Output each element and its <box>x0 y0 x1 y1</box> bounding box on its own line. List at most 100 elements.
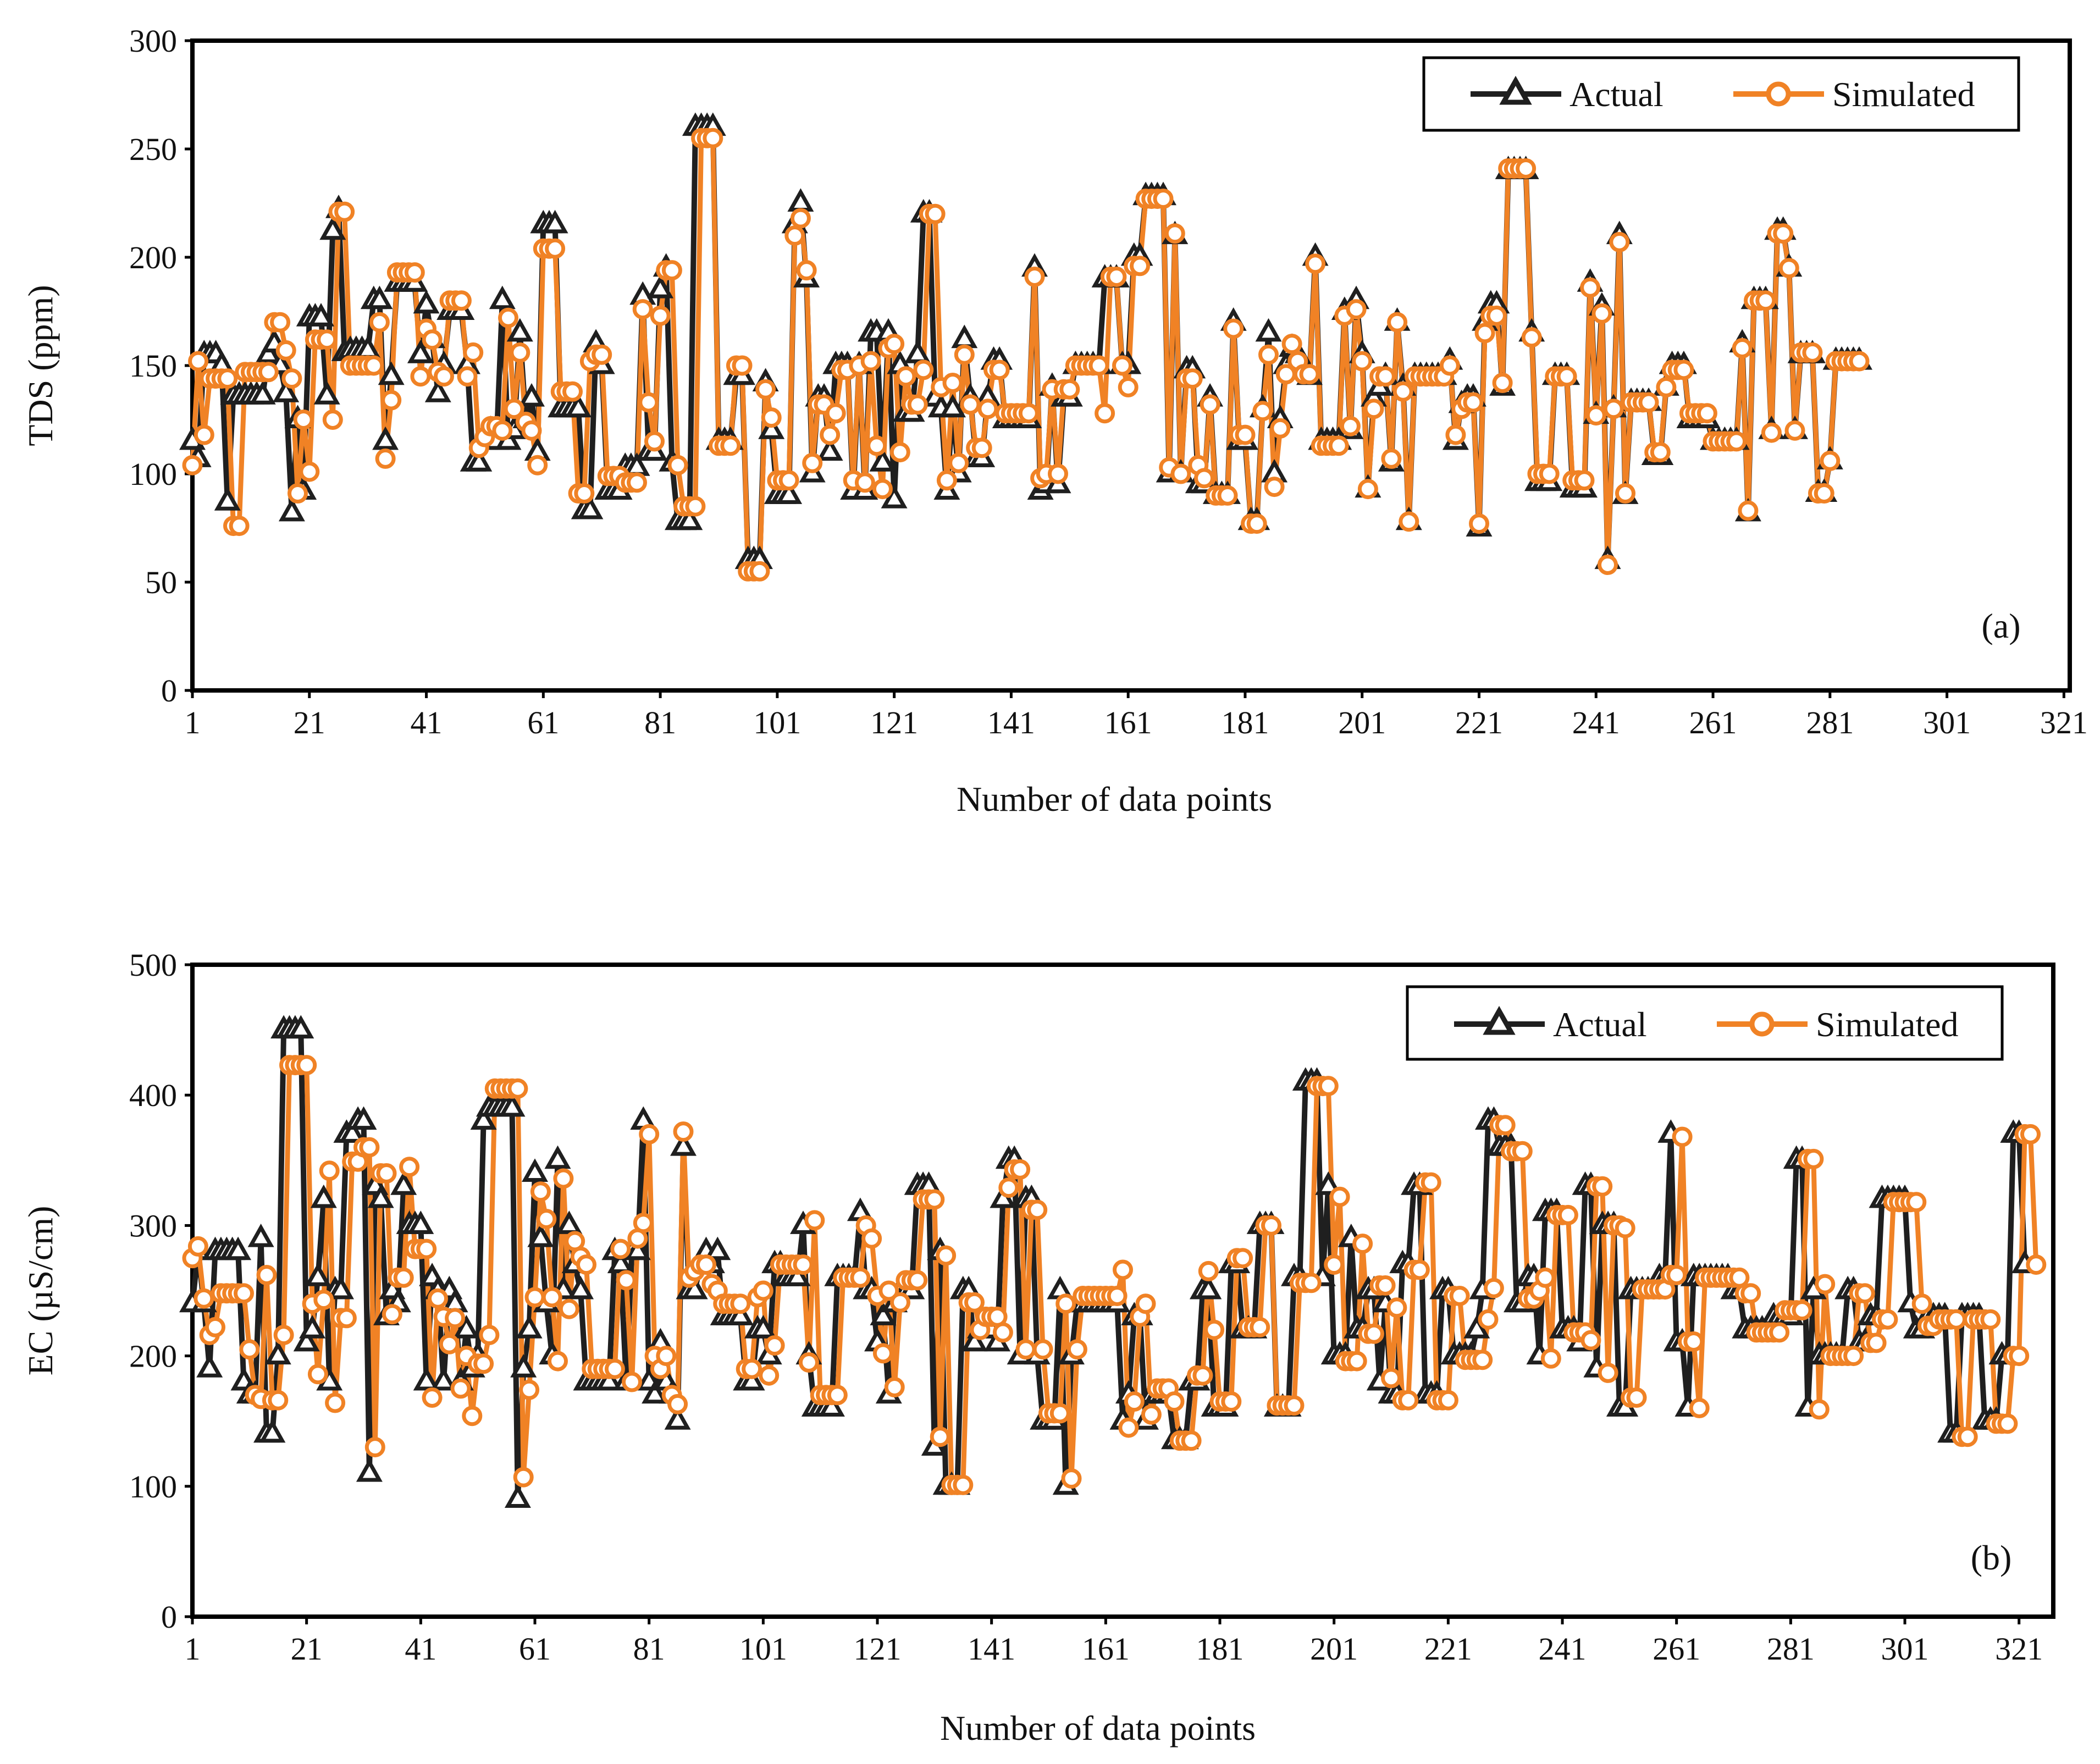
point-simulated <box>1392 381 1413 402</box>
point-actual <box>470 1106 497 1130</box>
point-simulated <box>1192 1365 1213 1386</box>
y-tick-label: 200 <box>129 240 177 275</box>
point-actual <box>670 1132 697 1156</box>
point-simulated <box>1066 1339 1087 1360</box>
x-tick-label: 321 <box>2040 705 2088 740</box>
series-lines-tds <box>190 124 1859 574</box>
point-actual <box>961 1328 988 1352</box>
point-simulated <box>1495 1115 1516 1136</box>
x-axis-title-ec: Number of data points <box>940 1708 1256 1748</box>
point-simulated <box>1615 483 1635 504</box>
point-simulated <box>1113 1259 1133 1280</box>
point-simulated <box>1059 379 1080 400</box>
point-actual <box>249 381 276 405</box>
point-simulated <box>513 1467 534 1487</box>
point-simulated <box>1689 1398 1710 1418</box>
y-tick-label: 250 <box>129 131 177 167</box>
point-simulated <box>1112 355 1132 376</box>
x-tick-label: 21 <box>294 705 325 740</box>
y-ticks-ec: 0 100 200 300 400 500 <box>129 947 192 1635</box>
x-tick-label: 121 <box>870 705 918 740</box>
point-actual <box>350 1106 377 1130</box>
point-simulated <box>462 1406 483 1426</box>
point-actual <box>904 340 931 363</box>
point-simulated <box>369 312 390 333</box>
point-simulated <box>325 1392 346 1413</box>
point-simulated <box>1200 394 1220 415</box>
point-simulated <box>182 455 203 475</box>
point-simulated <box>559 1298 579 1319</box>
point-actual <box>556 1210 583 1234</box>
point-simulated <box>1580 277 1601 298</box>
point-simulated <box>1773 223 1794 244</box>
x-tick-label: 1 <box>185 705 201 740</box>
point-simulated <box>936 1245 957 1266</box>
point-simulated <box>804 1210 825 1231</box>
point-actual <box>293 1328 320 1352</box>
point-simulated <box>1375 1275 1396 1296</box>
point-simulated <box>1015 1339 1036 1360</box>
point-simulated <box>732 355 753 376</box>
series-line-actual <box>190 1027 2028 1502</box>
point-simulated <box>1221 1391 1242 1412</box>
x-tick-label: 201 <box>1310 1631 1358 1667</box>
point-simulated <box>764 1335 785 1356</box>
point-simulated <box>553 1168 574 1189</box>
point-simulated <box>524 1287 545 1308</box>
point-actual <box>273 379 300 402</box>
point-simulated <box>382 1304 402 1325</box>
point-simulated <box>913 360 934 380</box>
point-simulated <box>1346 1351 1367 1372</box>
point-simulated <box>720 435 741 456</box>
point-simulated <box>1463 392 1484 413</box>
point-actual <box>255 340 282 363</box>
point-simulated <box>661 260 682 281</box>
point-simulated <box>960 394 981 415</box>
point-simulated <box>268 1390 289 1411</box>
point-actual <box>1463 1315 1490 1339</box>
point-simulated <box>1352 1234 1373 1254</box>
point-simulated <box>790 208 811 229</box>
x-tick-label: 281 <box>1767 1631 1815 1667</box>
point-actual <box>310 1184 337 1208</box>
point-simulated <box>428 1288 448 1309</box>
point-simulated <box>434 366 454 387</box>
point-simulated <box>784 225 805 246</box>
point-simulated <box>872 479 893 500</box>
y-axis-title-ec: EC (µS/cm) <box>21 1206 60 1376</box>
point-simulated <box>1299 364 1320 385</box>
point-simulated <box>1997 1413 2018 1434</box>
x-tick-label: 141 <box>968 1631 1015 1667</box>
point-simulated <box>1521 327 1542 348</box>
point-simulated <box>1585 405 1606 426</box>
point-actual <box>522 1158 548 1182</box>
point-actual <box>676 506 703 530</box>
point-simulated <box>1375 366 1396 387</box>
legend-tds: Actual Simulated <box>1422 56 2020 132</box>
point-simulated <box>1357 479 1378 500</box>
point-simulated <box>281 368 302 389</box>
point-simulated <box>749 561 770 582</box>
point-actual <box>225 1236 252 1260</box>
point-simulated <box>802 452 823 473</box>
point-actual <box>607 1249 634 1274</box>
point-simulated <box>422 1387 443 1408</box>
point-actual <box>784 1263 811 1286</box>
point-simulated <box>1946 1309 1966 1330</box>
point-simulated <box>363 355 384 376</box>
point-actual <box>727 1302 754 1325</box>
point-simulated <box>936 470 957 491</box>
point-actual <box>372 426 399 450</box>
x-tick-label: 301 <box>1923 705 1971 740</box>
point-simulated <box>1018 403 1039 424</box>
point-simulated <box>685 496 706 517</box>
point-actual <box>288 1015 314 1039</box>
x-ticks-tds: 1 21 41 61 81 101 121 141 161 181 201 221 241 261 281 3… <box>185 690 2088 740</box>
point-simulated <box>761 407 782 428</box>
point-simulated <box>948 452 969 473</box>
point-actual <box>308 303 334 327</box>
point-simulated <box>1792 1300 1812 1321</box>
point-actual <box>527 1223 554 1247</box>
point-actual <box>818 1393 845 1417</box>
point-simulated <box>451 290 472 311</box>
